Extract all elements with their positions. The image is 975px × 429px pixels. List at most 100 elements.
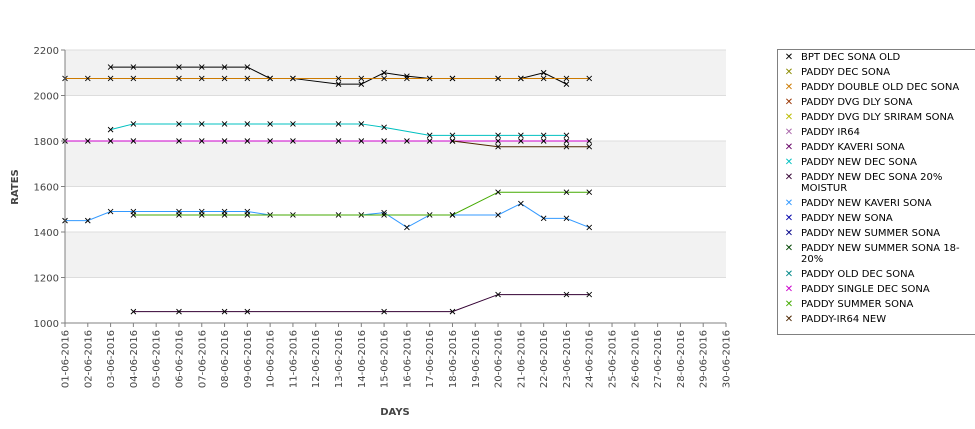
legend-item: ✕ PADDY NEW SONA [782, 213, 975, 224]
data-point [518, 138, 524, 144]
data-point [426, 138, 433, 144]
x-tick-label: 17-06-2016 [425, 330, 436, 388]
data-point [586, 189, 593, 196]
data-point [335, 121, 342, 127]
data-point [107, 64, 114, 70]
data-point [381, 124, 387, 131]
data-point [221, 75, 228, 82]
x-tick-label: 21-06-2016 [516, 330, 527, 388]
legend-label: PADDY IR64 [801, 127, 860, 138]
legend-label: PADDY-IR64 NEW [801, 314, 887, 325]
legend-label: PADDY SINGLE DEC SONA [801, 284, 930, 295]
data-point [107, 138, 114, 144]
data-point [244, 138, 251, 144]
data-point [495, 143, 501, 150]
data-point [540, 69, 547, 76]
x-tick-label: 06-06-2016 [174, 330, 185, 388]
data-point [518, 200, 524, 207]
data-point [84, 138, 91, 144]
legend-item: ✕ PADDY NEW DEC SONA 20% MOISTUR [782, 172, 975, 194]
data-point [540, 75, 547, 82]
plot-band [65, 95, 726, 141]
data-point [449, 308, 456, 315]
plot-band [65, 141, 726, 187]
data-point [518, 132, 524, 139]
x-tick-label: 01-06-2016 [61, 330, 72, 388]
data-point [586, 143, 593, 150]
legend-label: PADDY KAVERI SONA [801, 142, 905, 153]
data-point [221, 212, 228, 218]
x-tick-label: 24-06-2016 [585, 330, 596, 388]
legend-label: PADDY DOUBLE OLD DEC SONA [801, 82, 960, 93]
data-point [449, 138, 456, 144]
x-tick-label: 08-06-2016 [220, 330, 231, 388]
legend-item: ✕ PADDY SUMMER SONA [782, 299, 975, 310]
data-point [495, 75, 501, 82]
data-point [563, 291, 570, 298]
legend-label: PADDY DVG DLY SRIRAM SONA [801, 112, 954, 123]
x-axis-ticks: 01-06-2016 02-06-2016 03-06-2016 04-06-2016… [61, 323, 733, 388]
data-point [198, 64, 205, 70]
legend-marker: ✕ [784, 269, 794, 280]
x-tick-label: 12-06-2016 [311, 330, 322, 388]
data-point [290, 75, 296, 82]
legend-label: PADDY NEW DEC SONA [801, 157, 917, 168]
x-tick-label: 10-06-2016 [266, 330, 277, 388]
y-tick-label: 1200 [34, 274, 59, 285]
legend-marker: ✕ [784, 243, 794, 254]
data-point [221, 308, 228, 315]
data-point [244, 308, 251, 315]
data-point [198, 75, 205, 82]
data-point [107, 126, 114, 133]
legend-marker: ✕ [784, 67, 794, 78]
legend-item: ✕ PADDY DVG DLY SRIRAM SONA [782, 112, 975, 123]
data-point [358, 81, 365, 87]
x-tick-label: 20-06-2016 [494, 330, 505, 388]
legend-marker: ✕ [784, 142, 794, 153]
data-point [84, 217, 91, 224]
legend-label: PADDY DVG DLY SONA [801, 97, 913, 108]
legend-item: ✕ PADDY SINGLE DEC SONA [782, 284, 975, 295]
data-point [381, 75, 387, 82]
series-line [130, 291, 593, 315]
x-tick-label: 23-06-2016 [562, 330, 573, 388]
series-lines [62, 64, 593, 315]
x-tick-label: 14-06-2016 [357, 330, 368, 388]
data-point [198, 138, 205, 144]
data-point [404, 75, 410, 82]
data-point [404, 73, 410, 79]
data-point [563, 138, 570, 144]
data-point [244, 121, 251, 127]
data-point [198, 121, 205, 127]
y-tick-label: 2000 [34, 92, 59, 103]
data-point [563, 75, 570, 82]
data-point [563, 215, 570, 222]
data-point [176, 121, 182, 127]
data-point [176, 212, 182, 218]
legend-marker: ✕ [784, 314, 794, 325]
data-point [426, 132, 433, 139]
legend-item: ✕ PADDY DOUBLE OLD DEC SONA [782, 82, 975, 93]
legend-item: ✕ PADDY-IR64 NEW [782, 314, 975, 325]
data-point [563, 189, 570, 196]
data-point [176, 64, 182, 70]
x-tick-label: 22-06-2016 [539, 330, 550, 388]
legend-label: PADDY NEW KAVERI SONA [801, 198, 932, 209]
legend-item: ✕ PADDY OLD DEC SONA [782, 269, 975, 280]
data-point [518, 75, 524, 82]
legend-marker: ✕ [784, 82, 794, 93]
data-point [130, 75, 137, 82]
data-point [426, 75, 433, 82]
plot-band [65, 186, 726, 232]
legend-marker: ✕ [784, 213, 794, 224]
legend-marker: ✕ [784, 127, 794, 138]
data-point [495, 189, 501, 196]
y-tick-label: 1600 [34, 183, 59, 194]
y-axis-label: RATES [10, 169, 21, 205]
x-tick-label: 11-06-2016 [288, 330, 299, 388]
y-tick-label: 1800 [34, 137, 59, 148]
legend-item: ✕ PADDY NEW DEC SONA [782, 157, 975, 168]
x-tick-label: 30-06-2016 [722, 330, 733, 388]
data-point [404, 224, 410, 231]
